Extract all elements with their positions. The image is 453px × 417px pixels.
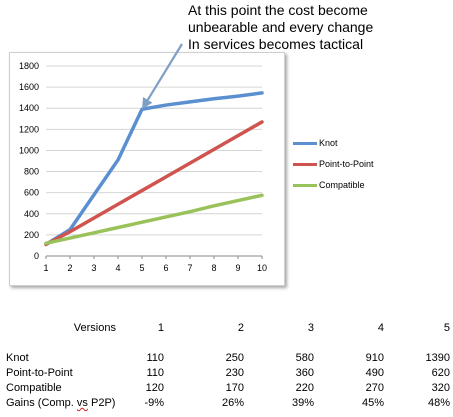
chart-area [9, 52, 285, 286]
y-tick-label: 1800 [19, 61, 39, 71]
x-tick-label: 7 [187, 263, 192, 273]
table-cell: 620 [431, 367, 450, 379]
table-cell: 45% [361, 397, 384, 409]
legend-item-knot: Knot [293, 138, 338, 148]
table-cell: 170 [225, 382, 244, 394]
gains-label-p2p: P2P [90, 397, 112, 409]
table-cell: 110 [146, 367, 164, 379]
legend-swatch-point-to-point [293, 162, 317, 166]
legend-label-point-to-point: Point-to-Point [319, 159, 374, 169]
legend-item-point-to-point: Point-to-Point [293, 159, 374, 169]
row-label-gains: Gains (Comp. vs P2P) [6, 396, 116, 411]
y-tick-label: 1200 [19, 124, 39, 134]
annotation-arrow-head [142, 97, 153, 110]
x-tick-label: 4 [115, 263, 120, 273]
y-tick-label: 400 [24, 209, 39, 219]
x-tick-label: 6 [163, 263, 168, 273]
line-chart: 0 200 400 600 800 1000 1200 1400 1600 1800 1 2 3 4 5 6 7… [19, 43, 267, 273]
table-header-row: Versions 1 2 3 4 5 [6, 317, 450, 339]
table-header-cell: 4 [377, 322, 384, 334]
row-label: Point-to-Point [6, 367, 73, 379]
y-tick-label: 0 [34, 251, 39, 261]
table-row: Compatible 120 170 220 270 320 [6, 381, 450, 396]
table-cell: 490 [365, 367, 384, 379]
table-cell: 320 [431, 382, 450, 394]
row-label: Compatible [6, 382, 62, 394]
table-cell: 39% [291, 397, 314, 409]
x-tick-label: 2 [67, 263, 72, 273]
y-tick-label: 1600 [19, 82, 39, 92]
legend-swatch-knot [293, 141, 317, 145]
table-cell: 120 [145, 382, 164, 394]
table-header-cell: 5 [443, 322, 450, 334]
x-tick-label: 1 [43, 263, 48, 273]
table-header-label: Versions [73, 322, 116, 334]
legend-item-compatible: Compatible [293, 180, 365, 190]
table-cell: 910 [365, 352, 384, 364]
legend-label-knot: Knot [319, 138, 338, 148]
x-tick-label: 3 [91, 263, 96, 273]
table-cell: 270 [365, 382, 384, 394]
table-row: Point-to-Point 110 230 360 490 620 [6, 366, 450, 381]
table-cell: 110 [146, 352, 164, 364]
annotation-arrow-line [146, 43, 183, 101]
gains-label-suffix: ) [111, 397, 116, 409]
y-tick-label: 200 [24, 230, 39, 240]
table-header-cell: 1 [157, 322, 164, 334]
series-line-knot [44, 91, 264, 247]
table-header-cell: 3 [307, 322, 314, 334]
table-row-gains: Gains (Comp. vs P2P) -9% 26% 39% 45% 48% [6, 396, 450, 411]
gains-label-prefix: Gains (Comp. [6, 397, 77, 409]
table-cell: 580 [295, 352, 314, 364]
data-table: Versions 1 2 3 4 5 Knot 110 250 580 910 … [6, 317, 450, 411]
table-cell: 48% [427, 397, 450, 409]
table-cell: 26% [221, 397, 244, 409]
x-tick-label: 9 [235, 263, 240, 273]
table-cell: 1390 [425, 352, 450, 364]
x-tick-label: 5 [139, 263, 144, 273]
table-cell: 220 [295, 382, 314, 394]
x-tick-label: 10 [257, 263, 267, 273]
table-row: Knot 110 250 580 910 1390 [6, 351, 450, 366]
gains-label-vs: vs [76, 397, 88, 409]
legend-swatch-compatible [293, 183, 317, 187]
series-line-compatible [44, 193, 264, 246]
y-tick-label: 1400 [19, 103, 39, 113]
x-tick-label: 8 [211, 263, 216, 273]
table-cell: 250 [225, 352, 244, 364]
chart-annotation: At this point the cost become unbearable… [188, 2, 374, 52]
table-cell: 360 [295, 367, 314, 379]
y-tick-label: 800 [24, 167, 39, 177]
row-label: Knot [6, 352, 29, 364]
y-tick-label: 600 [24, 188, 39, 198]
series-line-point-to-point [44, 120, 264, 247]
table-spacer-row [6, 339, 450, 351]
table-cell: -9% [144, 397, 164, 409]
table-cell: 230 [225, 367, 244, 379]
y-tick-label: 1000 [19, 145, 39, 155]
legend-label-compatible: Compatible [319, 180, 365, 190]
table-header-cell: 2 [237, 322, 244, 334]
